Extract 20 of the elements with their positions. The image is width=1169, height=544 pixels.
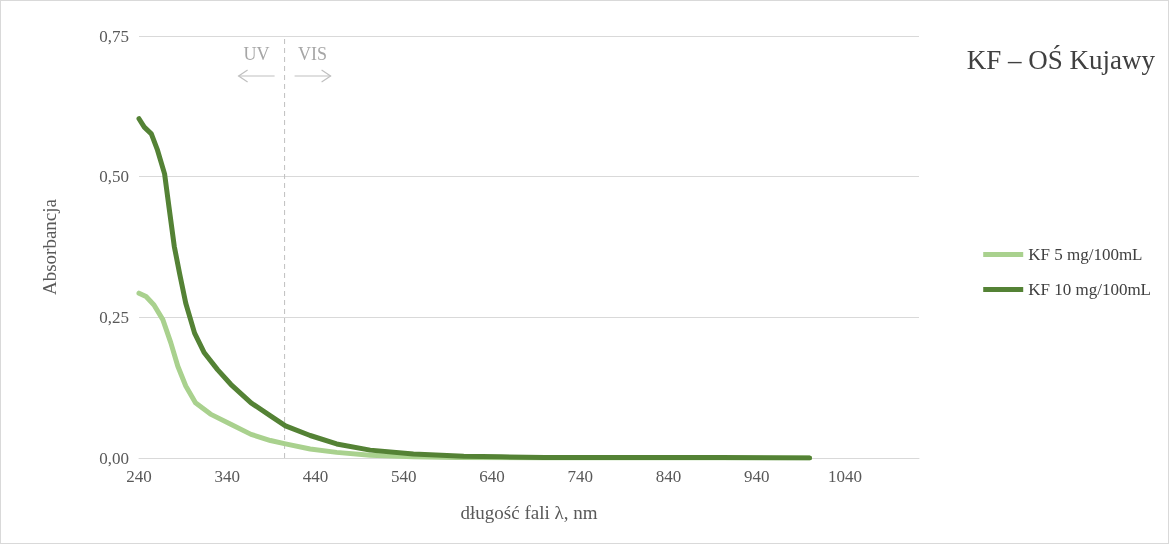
annotation: UV — [243, 44, 270, 64]
y-tick-label: 0,50 — [99, 167, 129, 187]
x-tick-label: 740 — [567, 467, 593, 486]
y-tick-label: 0,00 — [99, 448, 129, 468]
annotation: VIS — [298, 44, 328, 64]
y-tick-label: 0,75 — [99, 26, 129, 46]
x-tick-label: 340 — [214, 467, 240, 486]
x-tick-label: 840 — [655, 467, 682, 486]
legend-label: KF 10 mg/100mL — [1028, 280, 1152, 299]
y-axis-title: Absorbancja — [39, 198, 60, 296]
x-tick-label: 540 — [390, 467, 417, 486]
x-axis-title: długość fali λ, nm — [460, 502, 598, 523]
x-tick-label: 440 — [302, 467, 329, 486]
x-tick-label: 640 — [479, 467, 505, 486]
x-tick-label: 1040 — [827, 467, 862, 486]
text: KF – OŚ Kujawy — [966, 44, 1156, 75]
y-tick-label: 0,25 — [99, 307, 129, 327]
x-tick-label: 940 — [743, 467, 770, 486]
legend-label: KF 5 mg/100mL — [1028, 245, 1143, 264]
x-tick-label: 240 — [126, 467, 152, 486]
